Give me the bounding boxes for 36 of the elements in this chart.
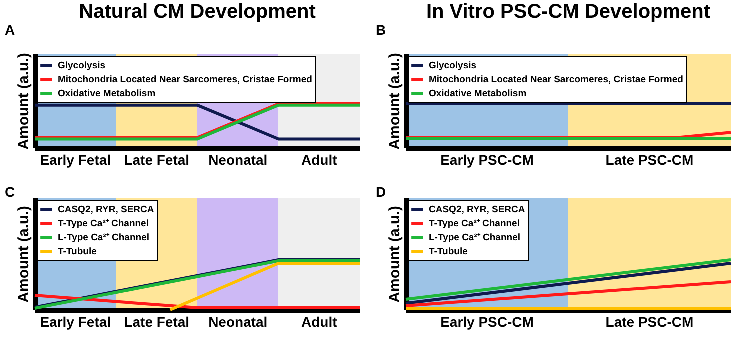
text: Early Fetal: [40, 152, 112, 168]
legend-label: Mitochondria Located Near Sarcomeres, Cristae Formed: [429, 74, 684, 86]
text: Late PSC-CM: [606, 314, 694, 330]
legend-label: Glycolysis: [429, 60, 477, 72]
legend-label: CASQ2, RYR, SERCA: [58, 204, 154, 216]
legend-label: Mitochondria Located Near Sarcomeres, Cristae Formed: [58, 74, 313, 86]
legend-label: Glycolysis: [58, 60, 106, 72]
legend-label: T-Tubule: [429, 246, 468, 258]
y-axis-title: Amount (a.u.): [386, 206, 404, 303]
text: Late Fetal: [124, 152, 190, 168]
y-axis-title: Amount (a.u.): [386, 53, 404, 150]
text: Early Fetal: [40, 314, 112, 330]
legend-label: Oxidative Metabolism: [429, 88, 527, 100]
legend-label: L-Type Ca²⁺ Channel: [429, 232, 520, 244]
text: B: [376, 22, 386, 38]
text: Early PSC-CM: [440, 314, 534, 330]
text: C: [5, 184, 16, 200]
text: Neonatal: [208, 314, 268, 330]
text: Adult: [301, 152, 338, 168]
text: D: [376, 184, 386, 200]
legend-label: T-Tubule: [58, 246, 97, 258]
text: Late Fetal: [124, 314, 190, 330]
chart-title: Natural CM Development: [79, 1, 316, 23]
text: Late PSC-CM: [606, 152, 694, 168]
legend-label: T-Type Ca²⁺ Channel: [58, 218, 149, 230]
legend-label: Oxidative Metabolism: [58, 88, 156, 100]
y-axis-title: Amount (a.u.): [16, 206, 32, 303]
text: A: [5, 22, 16, 38]
legend-label: T-Type Ca²⁺ Channel: [429, 218, 520, 230]
text: Adult: [301, 314, 338, 330]
chart-title: In Vitro PSC-CM Development: [426, 1, 711, 23]
text: Neonatal: [208, 152, 268, 168]
legend-label: CASQ2, RYR, SERCA: [429, 204, 526, 216]
y-axis-title: Amount (a.u.): [16, 53, 32, 150]
text: Early PSC-CM: [440, 152, 534, 168]
legend-label: L-Type Ca²⁺ Channel: [58, 232, 150, 244]
